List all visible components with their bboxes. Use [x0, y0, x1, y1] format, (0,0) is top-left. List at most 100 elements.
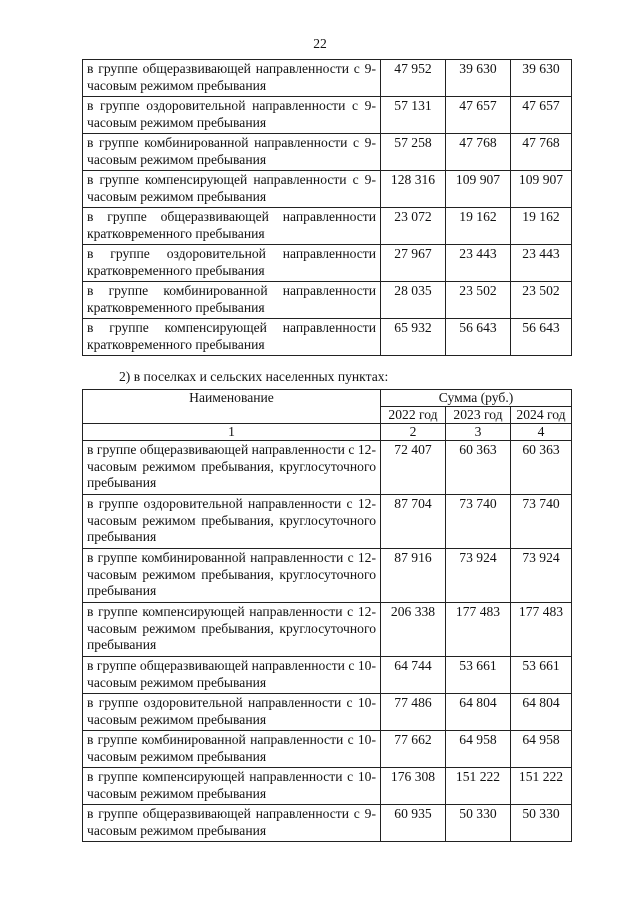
header-name: Наименование [82, 389, 381, 424]
tariff-table-cities-continued: в группе общеразвивающей направленности … [82, 59, 572, 356]
row-name: в группе оздоровительной направленности … [82, 96, 381, 134]
value-2022: 57 131 [380, 96, 446, 134]
value-2022: 57 258 [380, 133, 446, 171]
row-name: в группе оздоровительной направленности … [82, 494, 381, 549]
table-row: в группе общеразвивающей направленности … [82, 207, 572, 245]
value-2023: 56 643 [445, 318, 511, 356]
page-number: 22 [313, 36, 327, 51]
value-2022: 72 407 [380, 440, 446, 495]
value-2023: 23 443 [445, 244, 511, 282]
value-2024: 50 330 [509, 804, 573, 842]
row-name: в группе общеразвивающей направленности … [82, 207, 381, 245]
table-row: в группе общеразвивающей направленности … [82, 440, 573, 495]
table-row: в группе комбинированной направленности … [82, 133, 572, 171]
value-2024: 23 502 [510, 281, 572, 319]
value-2023: 50 330 [445, 804, 511, 842]
table-row: в группе оздоровительной направленности … [82, 244, 572, 282]
table-row: в группе компенсирующей направленности к… [82, 318, 572, 356]
header-year-2023: 2023 год [445, 406, 511, 424]
row-name: в группе компенсирующей направленности с… [82, 767, 381, 805]
value-2022: 77 662 [380, 730, 446, 768]
value-2023: 151 222 [445, 767, 511, 805]
table-row: в группе оздоровительной направленности … [82, 494, 573, 549]
row-name: в группе компенсирующей направленности к… [82, 318, 381, 356]
value-2022: 176 308 [380, 767, 446, 805]
table-row: в группе компенсирующей направленности с… [82, 170, 572, 208]
value-2022: 64 744 [380, 656, 446, 694]
table-row: в группе комбинированной направленности … [82, 281, 572, 319]
value-2024: 53 661 [509, 656, 573, 694]
value-2023: 109 907 [445, 170, 511, 208]
row-name: в группе общеразвивающей направленности … [82, 804, 381, 842]
header-row: Наименование Сумма (руб.) [82, 389, 573, 424]
value-2024: 64 804 [509, 693, 573, 731]
row-name: в группе компенсирующей направленности с… [82, 602, 381, 657]
value-2024: 73 924 [509, 548, 573, 603]
table-row: в группе оздоровительной направленности … [82, 96, 572, 134]
value-2024: 151 222 [509, 767, 573, 805]
value-2022: 206 338 [380, 602, 446, 657]
table-row: в группе общеразвивающей направленности … [82, 804, 573, 842]
value-2023: 60 363 [445, 440, 511, 495]
row-name: в группе общеразвивающей направленности … [82, 656, 381, 694]
column-number: 3 [445, 423, 511, 441]
column-number: 1 [82, 423, 381, 441]
value-2024: 23 443 [510, 244, 572, 282]
value-2024: 39 630 [510, 59, 572, 97]
value-2023: 73 740 [445, 494, 511, 549]
row-name: в группе комбинированной направленности … [82, 730, 381, 768]
value-2022: 77 486 [380, 693, 446, 731]
value-2023: 39 630 [445, 59, 511, 97]
row-name: в группе комбинированной направленности … [82, 133, 381, 171]
value-2024: 64 958 [509, 730, 573, 768]
table-row: в группе комбинированной направленности … [82, 730, 573, 768]
value-2022: 87 916 [380, 548, 446, 603]
value-2024: 109 907 [510, 170, 572, 208]
value-2022: 28 035 [380, 281, 446, 319]
value-2024: 73 740 [509, 494, 573, 549]
value-2023: 47 768 [445, 133, 511, 171]
table-row: в группе общеразвивающей направленности … [82, 59, 572, 97]
value-2022: 65 932 [380, 318, 446, 356]
value-2022: 27 967 [380, 244, 446, 282]
header-year-2024: 2024 год [509, 406, 573, 424]
value-2024: 47 657 [510, 96, 572, 134]
value-2023: 47 657 [445, 96, 511, 134]
value-2023: 73 924 [445, 548, 511, 603]
value-2023: 177 483 [445, 602, 511, 657]
table-row: в группе общеразвивающей направленности … [82, 656, 573, 694]
row-name: в группе общеразвивающей направленности … [82, 440, 381, 495]
value-2023: 23 502 [445, 281, 511, 319]
table-row: в группе оздоровительной направленности … [82, 693, 573, 731]
row-name: в группе оздоровительной направленности … [82, 693, 381, 731]
table-row: в группе комбинированной направленности … [82, 548, 573, 603]
value-2023: 53 661 [445, 656, 511, 694]
value-2024: 56 643 [510, 318, 572, 356]
value-2024: 177 483 [509, 602, 573, 657]
value-2022: 60 935 [380, 804, 446, 842]
header-year-2022: 2022 год [380, 406, 446, 424]
column-number: 2 [380, 423, 446, 441]
tariff-table-settlements: Наименование Сумма (руб.) 2022 год 2023 … [82, 389, 573, 842]
value-2024: 47 768 [510, 133, 572, 171]
row-name: в группе общеразвивающей направленности … [82, 59, 381, 97]
header-sum: Сумма (руб.) [379, 389, 573, 407]
row-name: в группе комбинированной направленности … [82, 281, 381, 319]
table-row: в группе компенсирующей направленности с… [82, 602, 573, 657]
column-numbers-row: 1 2 3 4 [82, 423, 573, 441]
value-2023: 64 958 [445, 730, 511, 768]
value-2024: 19 162 [510, 207, 572, 245]
section-caption: 2) в поселках и сельских населенных пунк… [119, 369, 389, 384]
row-name: в группе компенсирующей направленности с… [82, 170, 381, 208]
value-2024: 60 363 [509, 440, 573, 495]
value-2022: 23 072 [380, 207, 446, 245]
row-name: в группе комбинированной направленности … [82, 548, 381, 603]
value-2022: 87 704 [380, 494, 446, 549]
table-row: в группе компенсирующей направленности с… [82, 767, 573, 805]
value-2023: 64 804 [445, 693, 511, 731]
value-2023: 19 162 [445, 207, 511, 245]
value-2022: 128 316 [380, 170, 446, 208]
column-number: 4 [509, 423, 573, 441]
value-2022: 47 952 [380, 59, 446, 97]
row-name: в группе оздоровительной направленности … [82, 244, 381, 282]
